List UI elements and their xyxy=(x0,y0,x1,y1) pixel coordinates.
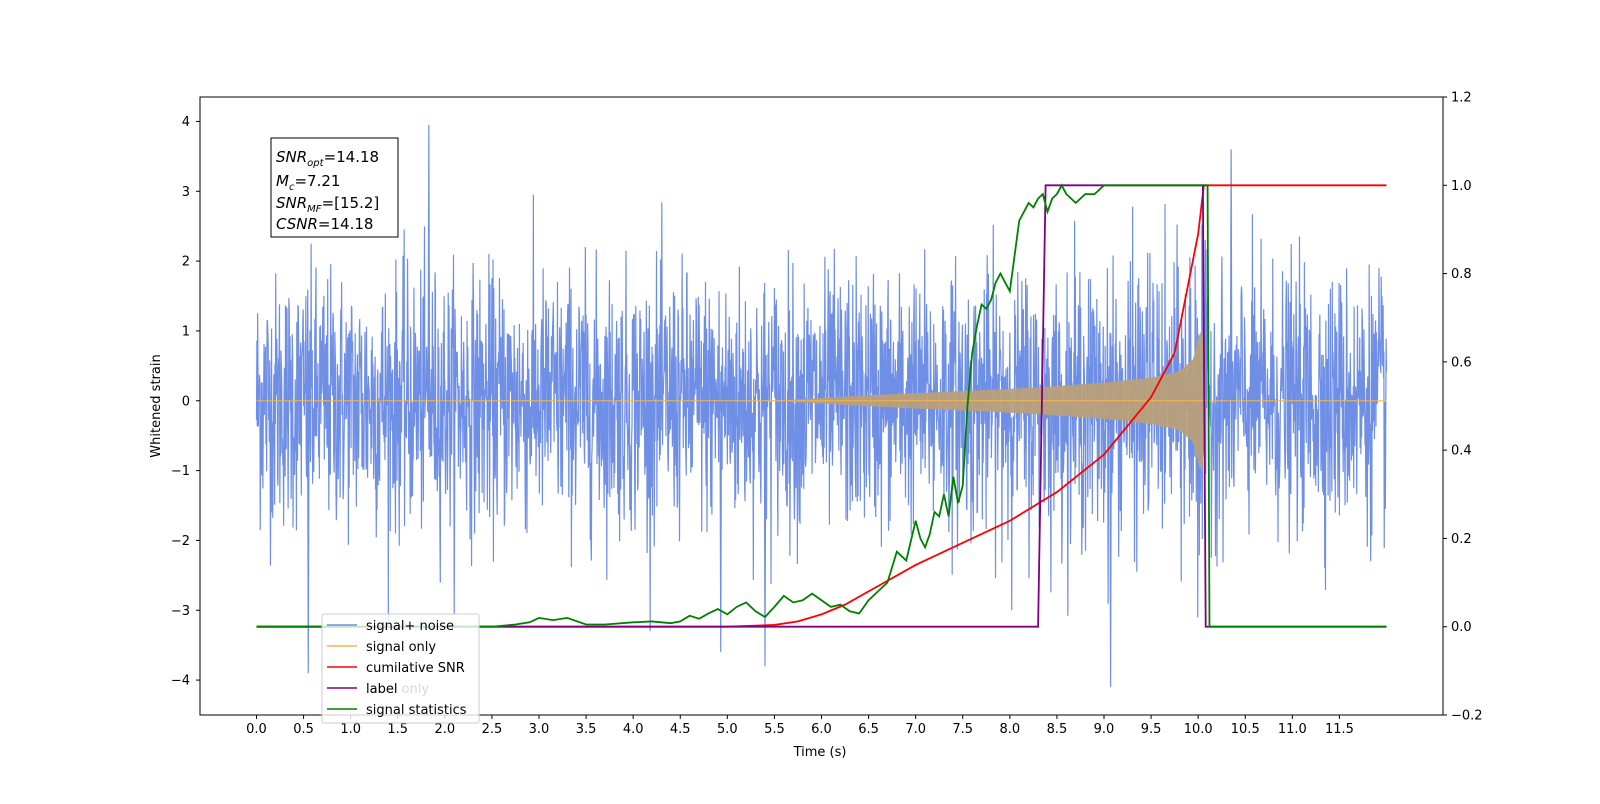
annotation-snr-mf: SNRMF=[15.2] xyxy=(276,194,379,215)
x-tick-label: 0.0 xyxy=(246,722,267,737)
legend-label-cumulative-snr: cumilative SNR xyxy=(366,661,465,676)
x-tick-label: 7.5 xyxy=(952,722,973,737)
y-tick-label: 1 xyxy=(182,324,190,339)
x-tick-label: 3.0 xyxy=(529,722,550,737)
x-tick-label: 5.5 xyxy=(764,722,785,737)
y-tick-label: 2 xyxy=(182,255,190,270)
y2-tick-label: 1.2 xyxy=(1451,91,1472,106)
y2-tick-label: −0.2 xyxy=(1451,709,1483,724)
y2-axis-ticks: 1.2 1.0 0.8 0.6 0.4 0.2 0.0 −0.2 xyxy=(1443,91,1483,724)
series-lines xyxy=(256,183,1387,628)
y-tick-label: −4 xyxy=(171,674,190,689)
x-tick-label: 1.0 xyxy=(340,722,361,737)
y-axis-ticks: 4 3 2 1 0 −1 −2 −3 −4 xyxy=(171,115,200,689)
x-tick-label: 2.0 xyxy=(434,722,455,737)
legend-label-signal-only: signal only xyxy=(366,640,436,655)
x-tick-label: 3.5 xyxy=(576,722,597,737)
y2-tick-label: 0.4 xyxy=(1451,444,1472,459)
legend-frame xyxy=(321,613,480,724)
signal-statistics-line xyxy=(256,183,1387,628)
y2-tick-label: 0.2 xyxy=(1451,532,1472,547)
y2-tick-label: 1.0 xyxy=(1451,179,1472,194)
y2-tick-label: 0.8 xyxy=(1451,267,1472,282)
annotation-frame xyxy=(270,137,399,238)
x-tick-label: 1.5 xyxy=(387,722,408,737)
y2-tick-label: 0.6 xyxy=(1451,355,1472,370)
annotation-box: SNRopt=14.18 Mc=7.21 SNRMF=[15.2] CSNR=1… xyxy=(270,137,399,238)
y2-tick-label: 0.0 xyxy=(1451,620,1472,635)
x-tick-label: 8.0 xyxy=(999,722,1020,737)
x-tick-label: 9.5 xyxy=(1141,722,1162,737)
y-tick-label: 0 xyxy=(182,394,190,409)
legend: signal+ noise signal only cumilative SNR… xyxy=(321,613,480,724)
x-tick-label: 2.5 xyxy=(482,722,503,737)
legend-label-signal-statistics: signal statistics xyxy=(366,703,467,718)
x-tick-label: 6.0 xyxy=(811,722,832,737)
y-tick-label: −2 xyxy=(171,534,190,549)
annotation-chirp-mass: Mc=7.21 xyxy=(276,172,340,193)
legend-label-signal-noise: signal+ noise xyxy=(366,619,454,634)
x-tick-label: 6.5 xyxy=(858,722,879,737)
legend-label-hidden: label only xyxy=(366,682,429,697)
x-tick-label: 7.0 xyxy=(905,722,926,737)
x-axis-label: Time (s) xyxy=(793,745,847,760)
x-tick-label: 10.0 xyxy=(1184,722,1213,737)
x-tick-label: 8.5 xyxy=(1047,722,1068,737)
y-axis-label: Whitened strain xyxy=(149,354,164,457)
x-tick-label: 11.5 xyxy=(1325,722,1354,737)
x-tick-label: 4.0 xyxy=(623,722,644,737)
series-signal-only xyxy=(256,329,1387,472)
y-tick-label: −1 xyxy=(171,464,190,479)
annotation-csnr: CSNR=14.18 xyxy=(276,215,373,233)
y-tick-label: 3 xyxy=(182,185,190,200)
x-axis-ticks: 0.0 0.5 1.0 1.5 2.0 2.5 3.0 3.5 4.0 4.5 5.0 5.5 6.0 6… xyxy=(246,715,1354,737)
x-tick-label: 9.0 xyxy=(1094,722,1115,737)
cumulative-snr-line xyxy=(256,184,1387,628)
annotation-snr-opt: SNRopt=14.18 xyxy=(276,148,379,169)
x-tick-label: 11.0 xyxy=(1278,722,1307,737)
y-tick-label: 4 xyxy=(182,115,190,130)
x-tick-label: 10.5 xyxy=(1231,722,1260,737)
x-tick-label: 5.0 xyxy=(717,722,738,737)
x-tick-label: 0.5 xyxy=(293,722,314,737)
y-tick-label: −3 xyxy=(171,604,190,619)
legend-label-label: label xyxy=(366,682,397,697)
x-tick-label: 4.5 xyxy=(670,722,691,737)
